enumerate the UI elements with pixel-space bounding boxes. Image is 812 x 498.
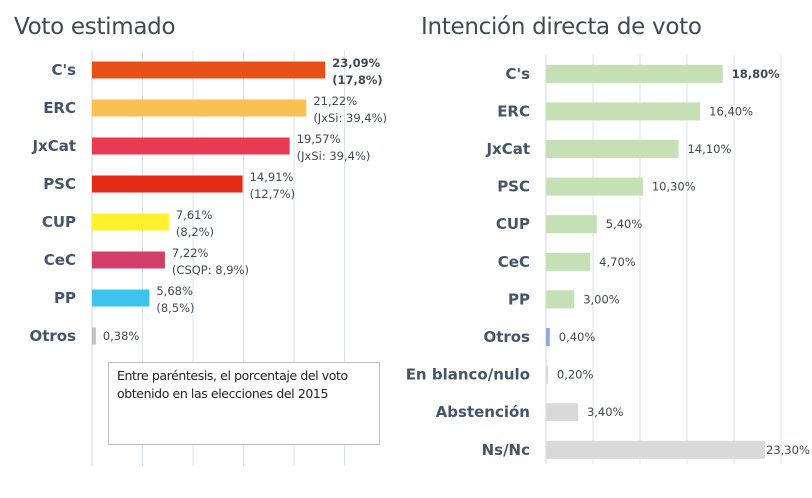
chart1-category-label: CeC — [498, 253, 530, 271]
chart0-data-label: 21,22% — [313, 94, 357, 108]
chart0-category-label: Otros — [29, 327, 76, 345]
chart1-data-label: 0,20% — [557, 368, 594, 382]
chart0-data-label: 19,57% — [297, 132, 341, 146]
chart1-category-label: JxCat — [485, 140, 530, 158]
right-chart-title: Intención directa de voto — [421, 14, 702, 40]
chart1-category-label: PSC — [497, 178, 530, 196]
chart0-secondary-label: (8,5%) — [156, 301, 194, 315]
chart0-secondary-label: (JxSi: 39,4%) — [297, 149, 371, 163]
chart0-data-label: 7,61% — [176, 208, 213, 222]
chart1-data-label: 5,40% — [606, 217, 643, 231]
chart0-bar — [92, 289, 150, 307]
chart1-category-label: PP — [508, 290, 530, 308]
chart0-category-label: ERC — [43, 99, 76, 117]
left-chart-title: Voto estimado — [14, 14, 176, 40]
chart0-bar — [92, 99, 307, 117]
chart1-category-label: CUP — [496, 215, 530, 233]
chart1-bar — [546, 290, 575, 309]
chart1-category-label: Abstención — [436, 403, 530, 421]
chart0-bar — [92, 213, 169, 231]
chart1-data-label: 16,40% — [709, 104, 753, 118]
chart0-secondary-label: (17,8%) — [332, 73, 382, 87]
chart0-data-label: 7,22% — [172, 246, 209, 260]
chart1-bar — [546, 252, 591, 271]
chart1-data-label: 18,80% — [732, 67, 780, 81]
chart0-category-label: PSC — [43, 175, 76, 193]
chart0-secondary-label: (CSQP: 8,9%) — [172, 263, 249, 277]
chart0-bar — [92, 327, 96, 345]
footnote-box: Entre paréntesis, el porcentaje del voto… — [108, 362, 380, 445]
chart1-category-label: Ns/Nc — [482, 441, 530, 459]
chart0-bar — [92, 137, 290, 155]
chart1-category-label: Otros — [483, 328, 530, 346]
chart1-category-label: En blanco/nulo — [406, 366, 530, 384]
chart0-bar — [92, 175, 243, 193]
chart0-secondary-label: (JxSi: 39,4%) — [313, 111, 387, 125]
chart1-category-label: ERC — [497, 102, 530, 120]
chart0-data-label: 5,68% — [156, 284, 193, 298]
chart1-data-label: 10,30% — [652, 180, 696, 194]
chart1-data-label: 3,00% — [583, 292, 620, 306]
chart1-bar — [546, 102, 701, 121]
chart1-data-label: 23,30% — [766, 443, 810, 457]
chart0-secondary-label: (8,2%) — [176, 225, 214, 239]
chart1-data-label: 0,40% — [559, 330, 596, 344]
chart1-bar — [546, 328, 550, 346]
chart0-data-label: 14,91% — [250, 170, 294, 184]
chart0-category-label: CUP — [42, 213, 76, 231]
chart0-data-label: 23,09% — [332, 56, 380, 70]
chart1-bar — [546, 365, 548, 384]
chart1-bar — [546, 215, 597, 234]
chart1-bar — [546, 403, 578, 422]
chart1-bar — [546, 177, 643, 196]
chart1-bar — [546, 64, 723, 83]
chart0-bar — [92, 251, 165, 269]
chart0-category-label: PP — [54, 289, 76, 307]
chart0-bar — [92, 61, 326, 79]
chart1-bar — [546, 140, 679, 158]
chart0-category-label: JxCat — [31, 137, 76, 155]
chart1-category-label: C's — [505, 65, 530, 83]
chart1-data-label: 3,40% — [587, 405, 624, 419]
chart0-category-label: CeC — [44, 251, 76, 269]
chart1-data-label: 14,10% — [688, 142, 732, 156]
chart1-data-label: 4,70% — [599, 255, 636, 269]
chart0-secondary-label: (12,7%) — [250, 187, 296, 201]
chart0-data-label: 0,38% — [103, 329, 140, 343]
chart1-bar — [546, 440, 766, 459]
chart0-category-label: C's — [51, 61, 76, 79]
